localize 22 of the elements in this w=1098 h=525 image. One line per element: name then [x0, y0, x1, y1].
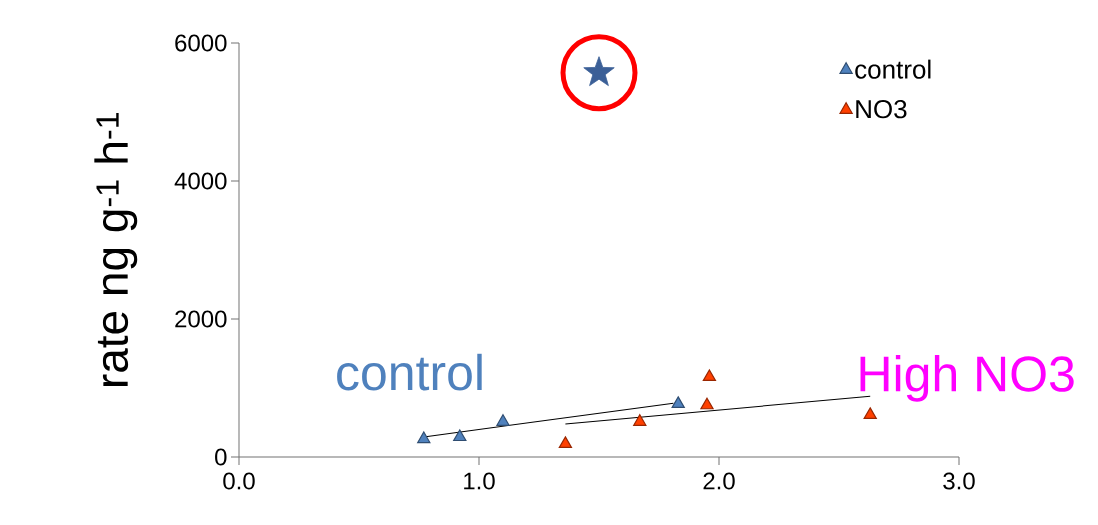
y-tick-label: 2000 — [175, 310, 227, 328]
x-tick-label: 2.0 — [703, 472, 735, 490]
y-tick-label: 4000 — [174, 172, 227, 190]
legend-label: NO3 — [856, 99, 907, 119]
point — [496, 414, 510, 426]
y-tick-label: 6000 — [175, 34, 227, 52]
x-tick-label: 1.0 — [464, 472, 495, 490]
point — [633, 414, 647, 426]
y-axis-title: rate ng g$^{-1}$ h$^{-1}$ — [94, 112, 138, 387]
point — [700, 397, 714, 410]
annotation: High NO3 — [860, 355, 1074, 402]
x-tick-label: 0.0 — [223, 472, 255, 490]
x-tick-label: 3.0 — [943, 472, 975, 490]
point — [453, 429, 467, 442]
point — [671, 396, 685, 408]
point — [863, 407, 877, 420]
point — [558, 436, 573, 448]
annotation: control — [337, 353, 482, 391]
point — [702, 369, 717, 382]
point — [417, 431, 431, 444]
legend-label: control — [855, 59, 931, 79]
y-tick-label: 0 — [215, 448, 227, 466]
